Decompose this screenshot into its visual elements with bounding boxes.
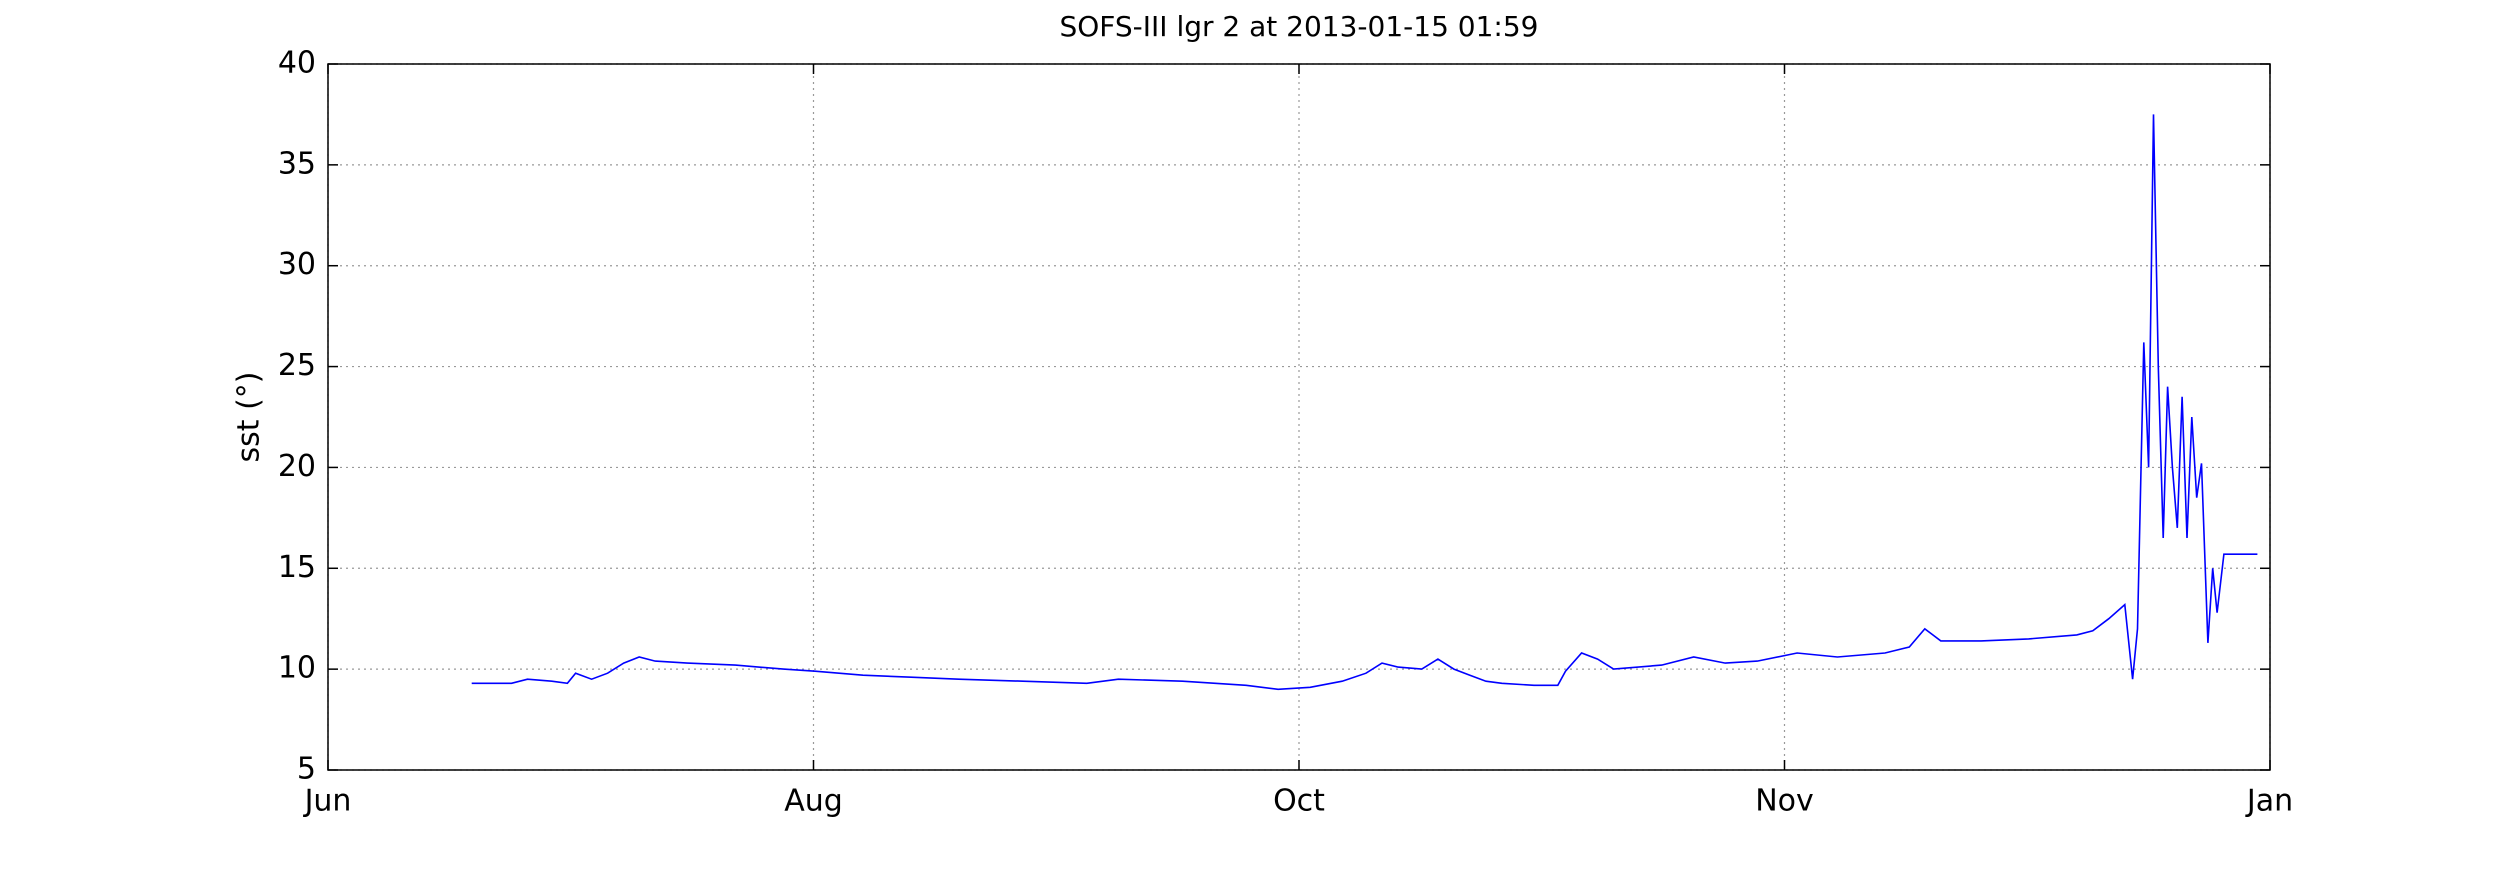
y-tick-label: 25 bbox=[278, 348, 316, 383]
x-tick-label: Oct bbox=[1273, 784, 1325, 819]
data-line bbox=[471, 114, 2258, 691]
y-tick-label: 20 bbox=[278, 449, 316, 484]
plot-frame bbox=[327, 63, 2271, 771]
x-tick-label: Jan bbox=[2245, 784, 2293, 819]
x-tick-label: Aug bbox=[784, 784, 843, 819]
chart-title: SOFS-III lgr 2 at 2013-01-15 01:59 bbox=[1059, 10, 1538, 43]
y-axis-label: sst (°) bbox=[232, 372, 267, 463]
x-tick-label: Jun bbox=[303, 784, 352, 819]
y-tick-label: 40 bbox=[278, 46, 316, 81]
y-tick-label: 5 bbox=[297, 752, 316, 787]
y-tick-label: 15 bbox=[278, 550, 316, 585]
y-tick-label: 10 bbox=[278, 651, 316, 686]
y-tick-label: 35 bbox=[278, 146, 316, 181]
x-tick-label: Nov bbox=[1755, 784, 1814, 819]
y-tick-label: 30 bbox=[278, 247, 316, 282]
